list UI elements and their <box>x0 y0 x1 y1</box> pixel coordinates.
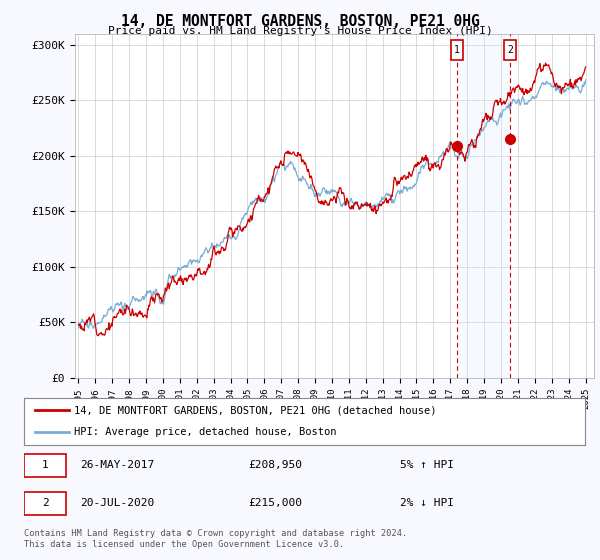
Text: 1: 1 <box>454 45 460 55</box>
Text: 20-JUL-2020: 20-JUL-2020 <box>80 498 154 508</box>
Text: HPI: Average price, detached house, Boston: HPI: Average price, detached house, Bost… <box>74 427 337 437</box>
Text: Contains HM Land Registry data © Crown copyright and database right 2024.
This d: Contains HM Land Registry data © Crown c… <box>24 529 407 549</box>
Text: 14, DE MONTFORT GARDENS, BOSTON, PE21 0HG: 14, DE MONTFORT GARDENS, BOSTON, PE21 0H… <box>121 14 479 29</box>
Text: 2% ↓ HPI: 2% ↓ HPI <box>400 498 454 508</box>
Text: £215,000: £215,000 <box>248 498 302 508</box>
Text: 2: 2 <box>508 45 513 55</box>
Text: 1: 1 <box>41 460 49 470</box>
Bar <box>457 34 511 378</box>
Text: £208,950: £208,950 <box>248 460 302 470</box>
Text: 2: 2 <box>41 498 49 508</box>
Text: 5% ↑ HPI: 5% ↑ HPI <box>400 460 454 470</box>
FancyBboxPatch shape <box>505 40 516 60</box>
Text: 26-MAY-2017: 26-MAY-2017 <box>80 460 154 470</box>
Text: 14, DE MONTFORT GARDENS, BOSTON, PE21 0HG (detached house): 14, DE MONTFORT GARDENS, BOSTON, PE21 0H… <box>74 405 437 416</box>
FancyBboxPatch shape <box>24 454 66 477</box>
FancyBboxPatch shape <box>451 40 463 60</box>
Text: Price paid vs. HM Land Registry's House Price Index (HPI): Price paid vs. HM Land Registry's House … <box>107 26 493 36</box>
FancyBboxPatch shape <box>24 492 66 515</box>
